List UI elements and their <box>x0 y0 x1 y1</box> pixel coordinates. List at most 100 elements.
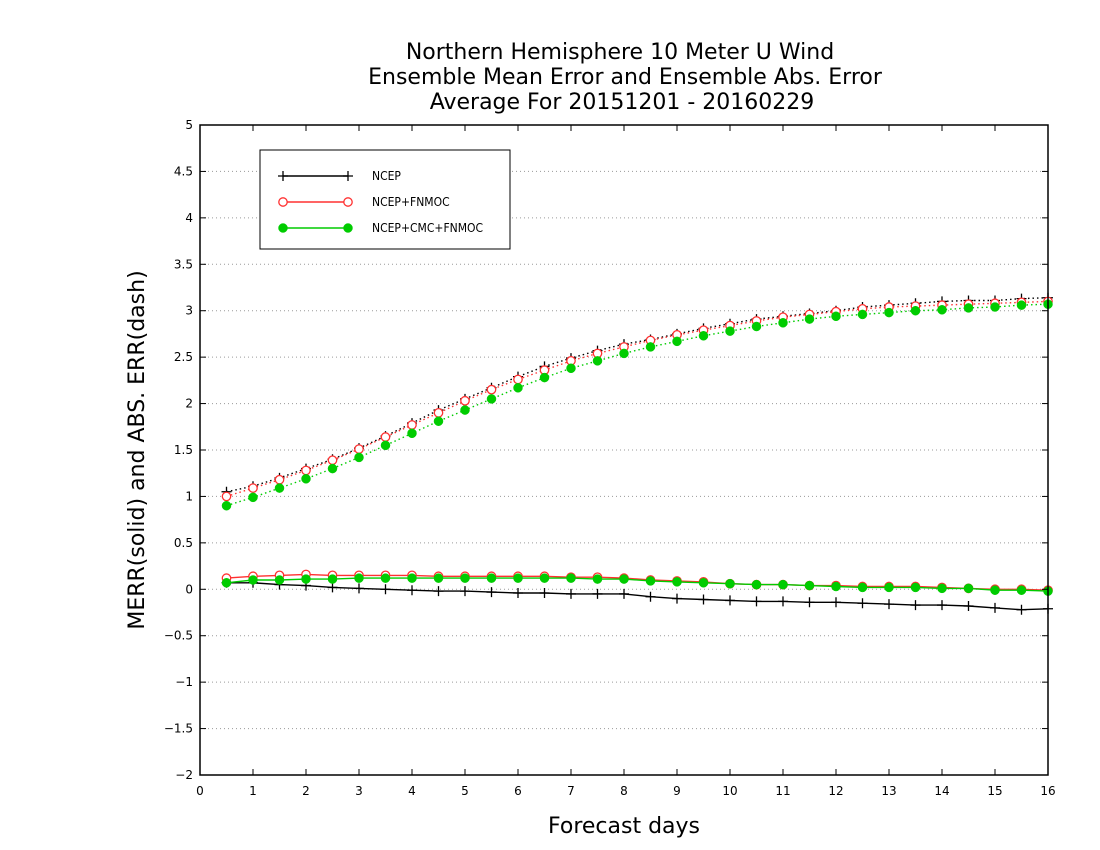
merr-point <box>301 574 311 584</box>
abs-err-point <box>778 318 788 328</box>
x-tick-label: 2 <box>302 784 310 798</box>
merr-point <box>698 594 709 605</box>
merr-point <box>513 573 523 583</box>
abs-err-point <box>513 374 523 385</box>
abs-err-point <box>327 463 338 474</box>
merr-point <box>884 599 894 610</box>
legend-marker <box>278 223 288 233</box>
y-tick-label: 4.5 <box>174 164 193 178</box>
abs-err-point <box>513 383 523 393</box>
abs-err-point <box>539 372 550 383</box>
abs-err-point <box>486 394 497 404</box>
merr-point <box>539 573 550 583</box>
abs-err-line-ncep <box>226 297 1049 493</box>
merr-point <box>619 574 629 584</box>
legend-marker <box>343 197 353 207</box>
merr-point <box>433 573 444 583</box>
abs-err-point <box>990 302 1000 312</box>
series-layer <box>221 292 1053 615</box>
abs-err-point <box>566 363 576 374</box>
legend-items: NCEP NCEP+FNMOC NCEP+CMC+FNMOC <box>278 169 483 235</box>
x-tick-label: 14 <box>934 784 949 798</box>
x-axis-label: Forecast days <box>548 814 700 839</box>
merr-point <box>327 574 338 584</box>
title-line-1: Northern Hemisphere 10 Meter U Wind <box>406 40 834 65</box>
merr-point <box>433 586 444 597</box>
x-tick-label: 15 <box>987 784 1002 798</box>
abs-err-point <box>619 348 629 359</box>
abs-err-point <box>725 326 735 336</box>
legend-item-ncep: NCEP <box>278 169 401 183</box>
legend-marker <box>278 171 288 181</box>
legend-marker <box>343 171 353 181</box>
x-tick-label: 11 <box>775 784 790 798</box>
merr-point <box>910 600 921 611</box>
abs-err-point <box>221 491 232 502</box>
merr-point <box>804 597 815 608</box>
merr-point <box>592 588 603 599</box>
abs-err-point <box>963 303 974 313</box>
series-ncep-cmc-fnmoc <box>221 299 1053 596</box>
merr-point <box>566 588 576 599</box>
x-tick-label: 3 <box>355 784 363 798</box>
abs-err-point <box>354 452 364 463</box>
merr-point <box>725 595 735 606</box>
merr-point <box>884 582 894 593</box>
merr-point <box>857 582 868 593</box>
y-tick-label: 2 <box>185 397 193 411</box>
merr-point <box>910 582 921 593</box>
abs-err-point <box>804 314 815 324</box>
abs-err-point <box>1016 300 1027 310</box>
x-tick-label: 12 <box>828 784 843 798</box>
y-tick-label: −2 <box>175 768 193 782</box>
abs-err-point <box>221 500 232 511</box>
x-tick-label: 10 <box>722 784 737 798</box>
legend-label: NCEP+FNMOC <box>372 195 450 209</box>
merr-point <box>963 601 974 611</box>
merr-point <box>460 586 470 597</box>
merr-point <box>645 591 656 602</box>
merr-point <box>354 583 364 594</box>
merr-point <box>460 573 470 583</box>
abs-err-point <box>937 305 947 315</box>
legend-marker <box>278 197 288 207</box>
y-tick-label: −1 <box>175 675 193 689</box>
merr-point <box>751 579 762 590</box>
merr-point <box>831 597 841 608</box>
merr-point <box>221 578 232 588</box>
abs-err-point <box>274 483 285 493</box>
x-tick-label: 5 <box>461 784 469 798</box>
merr-point <box>539 588 550 598</box>
merr-point <box>857 598 868 609</box>
abs-err-point <box>433 408 444 418</box>
merr-point <box>778 579 788 590</box>
y-tick-label: 5 <box>185 118 193 132</box>
y-tick-label: 4 <box>185 211 193 225</box>
merr-point <box>645 576 656 586</box>
merr-point <box>937 583 947 594</box>
merr-point <box>698 578 709 588</box>
legend: NCEP NCEP+FNMOC NCEP+CMC+FNMOC <box>259 149 511 250</box>
abs-err-point <box>380 432 391 442</box>
merr-point <box>619 588 629 599</box>
abs-err-point <box>248 483 258 493</box>
abs-err-point <box>486 384 497 395</box>
y-tick-label: 1 <box>185 489 193 503</box>
legend-label: NCEP <box>372 169 401 183</box>
merr-point <box>672 593 682 604</box>
legend-item-ncep-fnmoc: NCEP+FNMOC <box>278 195 450 209</box>
y-axis: 5 4.5 4 3.5 3 2.5 2 1.5 1 0.5 0 −0.5 −1 −1.5 −2 <box>164 118 1048 782</box>
y-tick-label: −0.5 <box>164 629 193 643</box>
abs-err-point <box>460 405 470 415</box>
merr-point <box>831 581 841 592</box>
merr-point <box>566 573 576 583</box>
merr-point <box>380 573 391 583</box>
title-line-3: Average For 20151201 - 20160229 <box>430 90 815 115</box>
y-tick-label: 3 <box>185 304 193 318</box>
abs-err-point <box>751 321 762 332</box>
x-tick-label: 9 <box>673 784 681 798</box>
merr-point <box>407 585 417 596</box>
legend-marker <box>343 223 353 233</box>
merr-point <box>486 587 497 598</box>
y-tick-label: 0 <box>185 582 193 596</box>
